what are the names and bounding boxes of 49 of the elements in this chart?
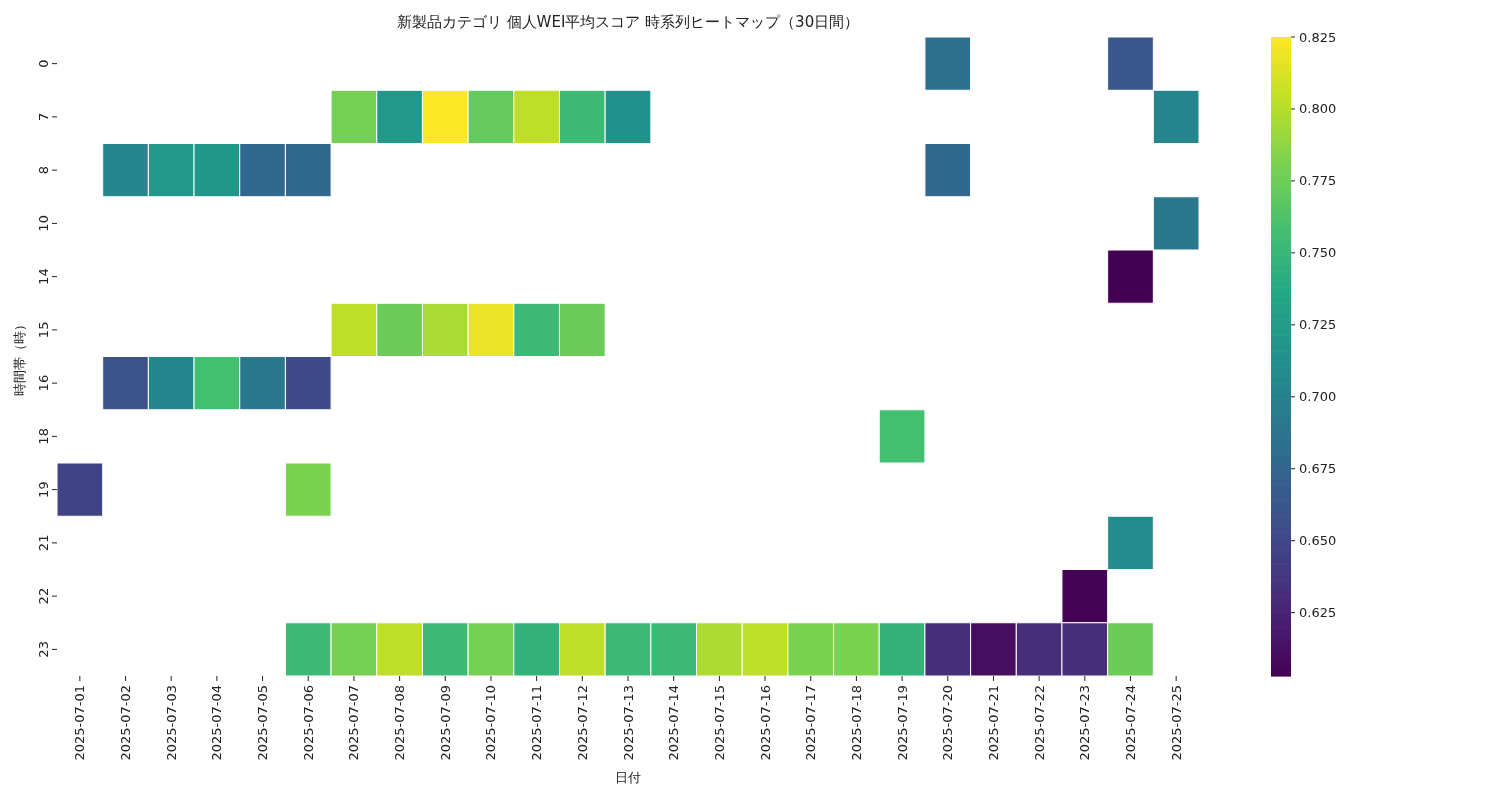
x-tick-label: 2025-07-17 [803,685,819,761]
y-axis-title: 時間帯（時） [12,317,27,396]
color-bar-label: 0.800 [1299,101,1337,117]
x-tick-label: 2025-07-04 [209,685,225,761]
y-tick-label: 15 [36,321,51,339]
x-tick-label: 2025-07-24 [1122,685,1138,761]
x-tick-label: 2025-07-07 [346,685,362,761]
x-tick-label: 2025-07-11 [529,685,545,761]
x-tick-label: 2025-07-23 [1077,685,1093,761]
y-tick-label: 8 [36,165,51,175]
y-tick-label: 19 [36,481,51,498]
chart-title: 新製品カテゴリ 個人WEI平均スコア 時系列ヒートマップ（30日間） [396,13,860,31]
x-tick-label: 2025-07-12 [574,685,590,761]
color-bar-label: 0.750 [1299,245,1337,261]
color-bar-label: 0.675 [1299,461,1337,477]
color-bar-label: 0.700 [1299,389,1337,405]
y-tick-label: 22 [36,587,51,605]
color-bar-label: 0.725 [1299,317,1337,333]
x-tick-label: 2025-07-19 [894,685,910,761]
color-bar-label: 0.625 [1299,605,1337,621]
y-tick-label: 7 [36,112,51,122]
x-axis-title: 日付 [615,770,641,785]
y-tick-label: 10 [36,215,51,232]
x-tick-label: 2025-07-20 [940,685,956,761]
x-tick-label: 2025-07-22 [1031,685,1047,761]
y-tick-label: 16 [36,374,51,392]
y-tick-label: 0 [36,59,51,68]
x-tick-label: 2025-07-25 [1168,685,1184,761]
y-tick-label: 14 [36,268,51,285]
x-tick-label: 2025-07-02 [118,685,134,761]
y-tick-label: 18 [36,428,51,445]
y-tick-label: 21 [36,534,51,552]
x-tick-label: 2025-07-14 [666,685,682,761]
x-tick-label: 2025-07-08 [392,685,408,761]
x-tick-label: 2025-07-13 [620,685,636,761]
x-tick-label: 2025-07-09 [437,685,453,761]
x-tick-label: 2025-07-06 [300,685,316,761]
x-tick-label: 2025-07-01 [72,685,88,761]
x-tick-label: 2025-07-05 [255,685,271,761]
x-tick-label: 2025-07-15 [711,685,727,761]
color-bar-label: 0.825 [1299,29,1337,45]
x-tick-label: 2025-07-16 [757,685,773,761]
color-bar-label: 0.650 [1299,533,1337,549]
color-bar-label: 0.775 [1299,173,1337,189]
x-tick-label: 2025-07-03 [163,685,179,761]
x-tick-label: 2025-07-18 [848,685,864,761]
x-tick-label: 2025-07-10 [483,685,499,761]
x-tick-label: 2025-07-21 [985,685,1001,761]
y-tick-label: 23 [36,641,51,658]
